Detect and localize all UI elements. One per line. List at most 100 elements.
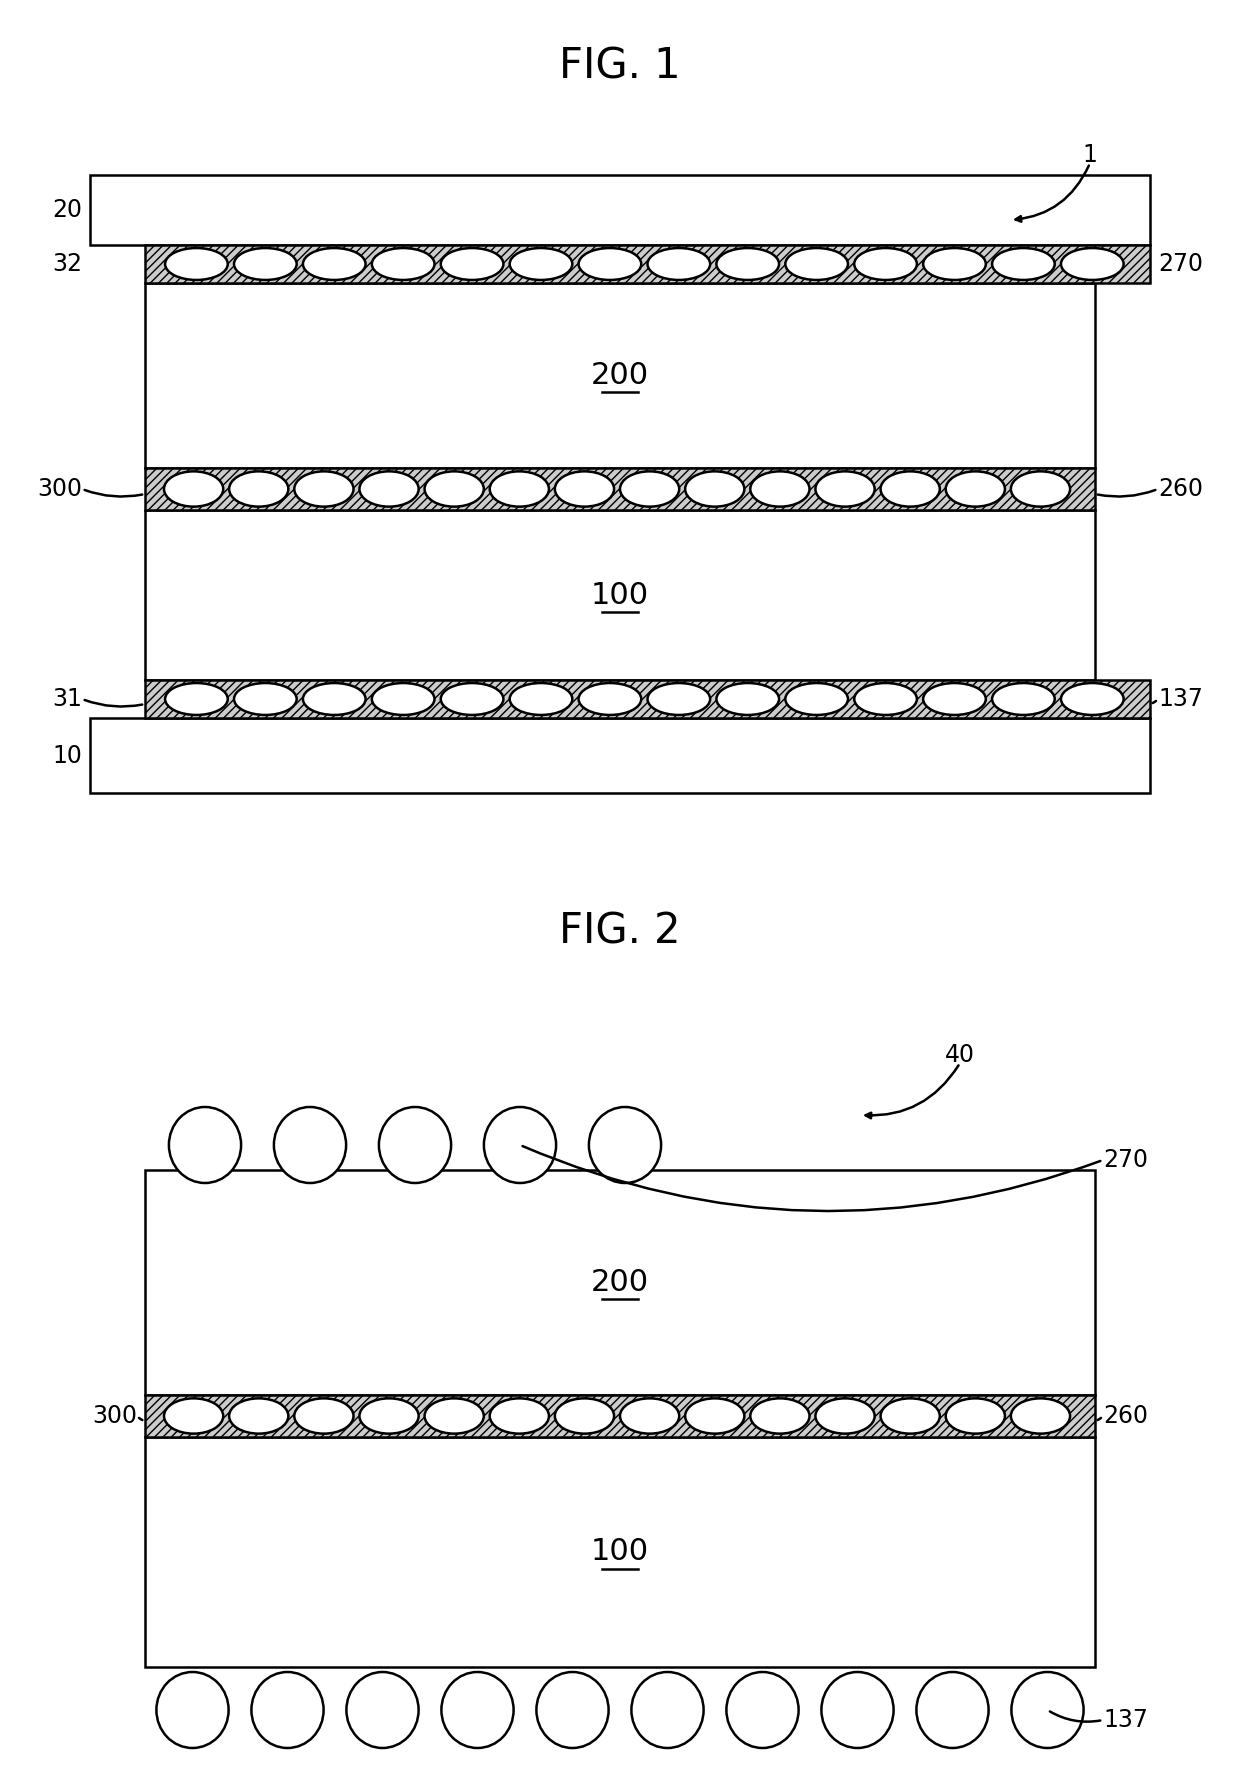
Ellipse shape	[992, 682, 1055, 714]
Ellipse shape	[785, 682, 848, 714]
Bar	[145, 468, 1095, 510]
FancyArrowPatch shape	[139, 1418, 143, 1419]
Ellipse shape	[631, 1673, 703, 1747]
Text: 100: 100	[591, 581, 649, 610]
Text: 260: 260	[1104, 1403, 1148, 1428]
FancyArrowPatch shape	[866, 1065, 959, 1118]
FancyArrowPatch shape	[84, 491, 143, 496]
Ellipse shape	[816, 471, 874, 507]
FancyArrowPatch shape	[1153, 702, 1156, 703]
Ellipse shape	[686, 471, 744, 507]
Bar	[91, 175, 1149, 245]
Ellipse shape	[620, 471, 680, 507]
Ellipse shape	[303, 682, 366, 714]
Text: 260: 260	[1158, 477, 1203, 501]
Ellipse shape	[252, 1673, 324, 1747]
Ellipse shape	[821, 1673, 894, 1747]
Text: FIG. 1: FIG. 1	[559, 44, 681, 87]
Ellipse shape	[234, 248, 296, 280]
Text: 1: 1	[1083, 144, 1097, 167]
Ellipse shape	[490, 1398, 549, 1434]
Bar	[145, 245, 1149, 284]
Ellipse shape	[620, 1398, 680, 1434]
Bar	[145, 1170, 1095, 1395]
Ellipse shape	[923, 248, 986, 280]
Ellipse shape	[750, 471, 810, 507]
Ellipse shape	[274, 1108, 346, 1184]
Bar	[145, 680, 1149, 718]
Ellipse shape	[360, 471, 419, 507]
Ellipse shape	[992, 248, 1055, 280]
Ellipse shape	[294, 1398, 353, 1434]
Text: FIG. 2: FIG. 2	[559, 911, 681, 952]
Text: 270: 270	[1104, 1148, 1148, 1171]
Ellipse shape	[537, 1673, 609, 1747]
Ellipse shape	[579, 682, 641, 714]
Ellipse shape	[946, 471, 1004, 507]
Ellipse shape	[156, 1673, 228, 1747]
Bar	[145, 1395, 1095, 1437]
Ellipse shape	[346, 1673, 419, 1747]
Ellipse shape	[727, 1673, 799, 1747]
Ellipse shape	[510, 682, 573, 714]
Text: 137: 137	[1158, 688, 1203, 711]
Ellipse shape	[647, 248, 711, 280]
FancyArrowPatch shape	[1097, 491, 1156, 496]
Ellipse shape	[880, 471, 940, 507]
Text: 200: 200	[591, 361, 649, 390]
Ellipse shape	[169, 1108, 241, 1184]
FancyArrowPatch shape	[84, 700, 143, 707]
Ellipse shape	[165, 682, 228, 714]
Ellipse shape	[229, 1398, 289, 1434]
Ellipse shape	[372, 248, 434, 280]
Ellipse shape	[880, 1398, 940, 1434]
Ellipse shape	[1012, 1673, 1084, 1747]
Ellipse shape	[750, 1398, 810, 1434]
Text: 137: 137	[1104, 1708, 1148, 1731]
Ellipse shape	[234, 682, 296, 714]
FancyArrowPatch shape	[1097, 1418, 1101, 1419]
Text: 300: 300	[92, 1403, 136, 1428]
Ellipse shape	[686, 1398, 744, 1434]
Ellipse shape	[785, 248, 848, 280]
Ellipse shape	[164, 1398, 223, 1434]
Ellipse shape	[854, 682, 916, 714]
Ellipse shape	[1011, 471, 1070, 507]
Text: 270: 270	[1158, 252, 1203, 276]
Ellipse shape	[717, 248, 779, 280]
Ellipse shape	[916, 1673, 988, 1747]
Text: 31: 31	[52, 688, 82, 711]
FancyArrowPatch shape	[1050, 1712, 1100, 1722]
Ellipse shape	[294, 471, 353, 507]
Text: 20: 20	[52, 198, 82, 222]
Ellipse shape	[1061, 248, 1123, 280]
Bar	[91, 718, 1149, 794]
Ellipse shape	[717, 682, 779, 714]
Text: 32: 32	[52, 252, 82, 276]
Ellipse shape	[579, 248, 641, 280]
Ellipse shape	[1061, 682, 1123, 714]
Ellipse shape	[229, 471, 289, 507]
Ellipse shape	[424, 1398, 484, 1434]
FancyArrowPatch shape	[1016, 165, 1089, 222]
Ellipse shape	[303, 248, 366, 280]
Ellipse shape	[510, 248, 573, 280]
Ellipse shape	[379, 1108, 451, 1184]
Ellipse shape	[647, 682, 711, 714]
Text: 200: 200	[591, 1269, 649, 1297]
Ellipse shape	[360, 1398, 419, 1434]
Ellipse shape	[440, 248, 503, 280]
Bar	[145, 510, 1095, 680]
Bar	[145, 284, 1095, 468]
Ellipse shape	[589, 1108, 661, 1184]
Ellipse shape	[554, 471, 614, 507]
Ellipse shape	[1011, 1398, 1070, 1434]
Text: 100: 100	[591, 1538, 649, 1566]
Text: 10: 10	[52, 744, 82, 767]
FancyArrowPatch shape	[522, 1146, 1100, 1210]
Bar	[145, 1437, 1095, 1667]
Text: 300: 300	[37, 477, 82, 501]
Ellipse shape	[164, 471, 223, 507]
Text: 40: 40	[945, 1044, 975, 1067]
Ellipse shape	[165, 248, 228, 280]
